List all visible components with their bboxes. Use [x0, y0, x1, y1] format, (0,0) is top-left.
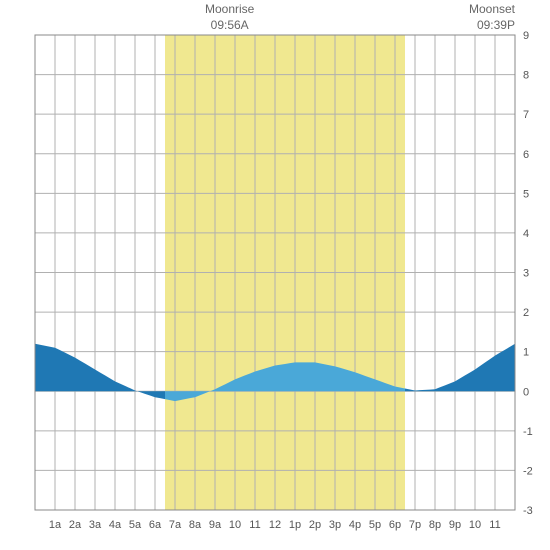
moonrise-title: Moonrise	[205, 2, 254, 16]
ytick-label: 5	[523, 188, 529, 200]
xtick-label: 9a	[209, 519, 222, 531]
xtick-label: 6p	[389, 519, 401, 531]
xtick-label: 7a	[169, 519, 182, 531]
xtick-label: 8p	[429, 519, 441, 531]
ytick-label: 9	[523, 30, 529, 42]
chart-svg: -3-2-101234567891a2a3a4a5a6a7a8a9a101112…	[0, 0, 550, 550]
ytick-label: 3	[523, 268, 529, 280]
xtick-label: 2a	[69, 519, 82, 531]
xtick-label: 3a	[89, 519, 102, 531]
xtick-label: 4a	[109, 519, 122, 531]
xtick-label: 5a	[129, 519, 142, 531]
xtick-label: 11	[489, 519, 500, 531]
tide-area-post-dusk	[405, 344, 515, 392]
moonset-title: Moonset	[469, 2, 515, 16]
ytick-label: -2	[523, 465, 533, 477]
moonset-label: Moonset 09:39P	[469, 2, 515, 33]
ytick-label: 7	[523, 109, 529, 121]
moonset-time: 09:39P	[477, 18, 515, 32]
xtick-label: 7p	[409, 519, 421, 531]
ytick-label: 2	[523, 307, 529, 319]
xtick-label: 1a	[49, 519, 62, 531]
xtick-label: 6a	[149, 519, 162, 531]
xtick-label: 3p	[329, 519, 341, 531]
moonrise-label: Moonrise 09:56A	[205, 2, 254, 33]
ytick-label: 0	[523, 386, 529, 398]
ytick-label: -3	[523, 505, 533, 517]
xtick-label: 9p	[449, 519, 461, 531]
ytick-label: 8	[523, 70, 529, 82]
xtick-label: 2p	[309, 519, 321, 531]
ytick-label: -1	[523, 426, 533, 438]
ytick-label: 6	[523, 149, 529, 161]
ytick-label: 1	[523, 347, 529, 359]
xtick-label: 4p	[349, 519, 361, 531]
moonrise-time: 09:56A	[211, 18, 249, 32]
xtick-label: 1p	[289, 519, 301, 531]
xtick-label: 10	[229, 519, 241, 531]
xtick-label: 8a	[189, 519, 202, 531]
xtick-label: 10	[469, 519, 481, 531]
ytick-label: 4	[523, 228, 529, 240]
xtick-label: 5p	[369, 519, 381, 531]
tide-chart: Moonrise 09:56A Moonset 09:39P -3-2-1012…	[0, 0, 550, 550]
xtick-label: 11	[249, 519, 260, 531]
xtick-label: 12	[269, 519, 281, 531]
